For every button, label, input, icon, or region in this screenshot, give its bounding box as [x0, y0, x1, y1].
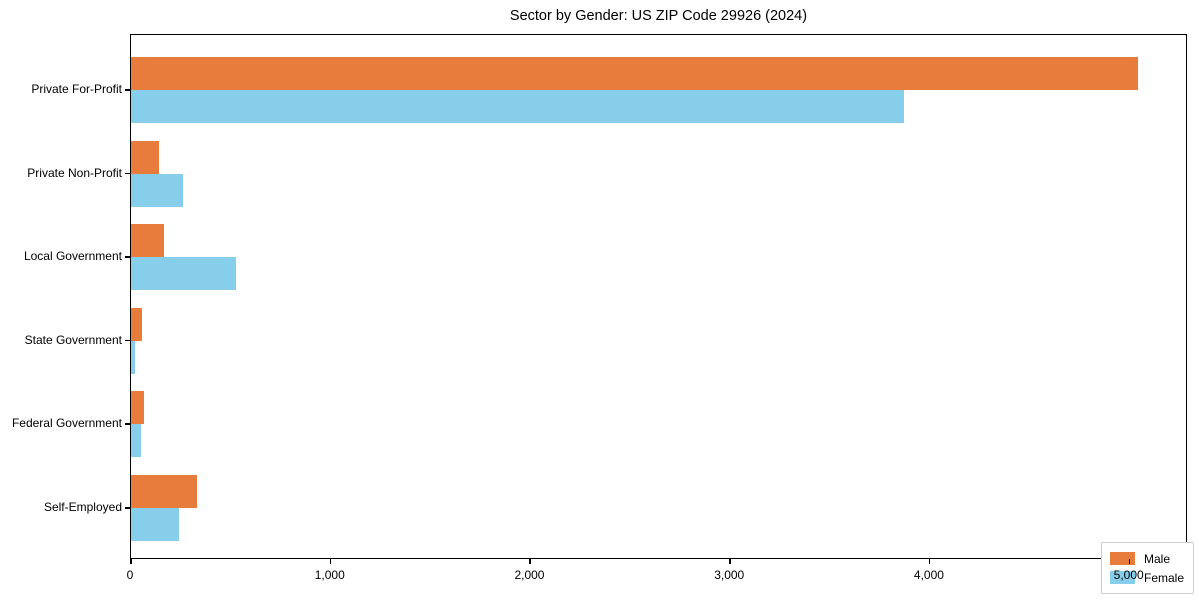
y-axis-tick-label: Private For-Profit [31, 82, 122, 96]
x-axis-tick-label: 2,000 [514, 568, 545, 582]
y-axis-tick [125, 172, 130, 175]
y-axis-tick [125, 256, 130, 258]
x-axis-tick [130, 559, 132, 564]
y-axis-tick [125, 89, 130, 91]
legend-item-male: Male [1109, 549, 1184, 568]
x-axis-tick-label: 3,000 [714, 568, 745, 582]
legend-label-male: Male [1143, 551, 1170, 566]
bar-female [131, 340, 135, 374]
bar-female [131, 90, 904, 123]
legend-label-female: Female [1143, 570, 1184, 585]
y-axis-tick-label: Federal Government [11, 416, 122, 431]
y-axis-tick-label: Local Government [23, 249, 122, 264]
bar-male [131, 224, 164, 258]
bar-male [131, 475, 197, 508]
bar-female [131, 508, 179, 541]
y-axis-tick-label: Private Non-Profit [27, 165, 122, 180]
y-axis-tick [125, 339, 130, 342]
y-axis-tick [125, 507, 130, 509]
x-axis-tick [1128, 559, 1131, 564]
x-axis-tick-label: 4,000 [913, 568, 944, 582]
y-axis-tick-label: State Government [24, 332, 122, 347]
bar-male [131, 391, 144, 425]
x-axis-tick-label: 0 [126, 568, 134, 582]
bar-male [131, 140, 159, 174]
legend: Male Female [1100, 542, 1194, 594]
bar-male [131, 307, 142, 341]
legend-swatch-male [1109, 552, 1135, 565]
y-axis-tick-label: Self-Employed [43, 500, 122, 514]
x-axis-tick-label: 5,000 [1113, 568, 1144, 582]
y-axis-tick [125, 423, 130, 425]
legend-swatch-female [1109, 571, 1135, 584]
x-axis-tick [529, 559, 531, 564]
plot-area [130, 34, 1187, 559]
legend-item-female: Female [1109, 568, 1184, 587]
bar-female [131, 173, 183, 207]
x-axis-tick [928, 559, 931, 564]
x-axis-tick [329, 559, 332, 564]
bar-female [131, 257, 236, 291]
bar-male [131, 57, 1138, 90]
x-axis-tick-label: 1,000 [314, 568, 345, 582]
chart-title: Sector by Gender: US ZIP Code 29926 (202… [509, 8, 808, 24]
bar-female [131, 424, 141, 458]
x-axis-tick [729, 559, 731, 564]
